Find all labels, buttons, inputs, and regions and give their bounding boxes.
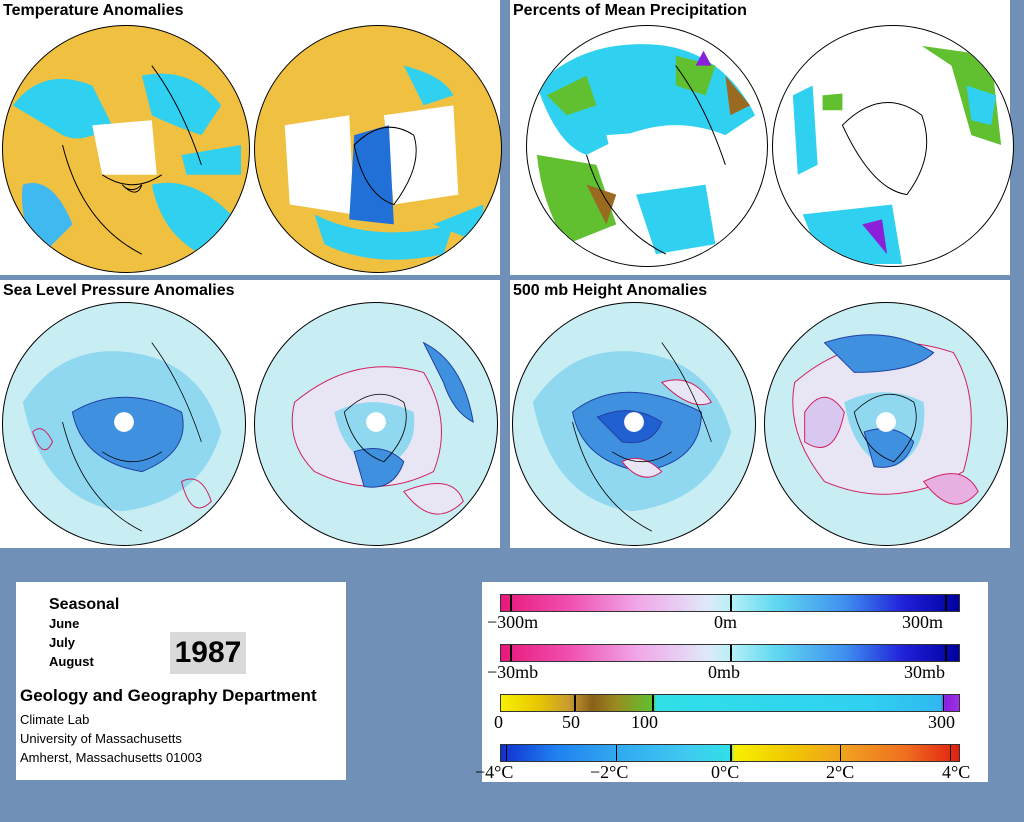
month-label: August <box>49 654 94 669</box>
address-line: Climate Lab <box>20 712 90 727</box>
info-box: Seasonal June July August 1987 Geology a… <box>16 582 346 780</box>
height-mid-label: 0m <box>714 612 738 632</box>
height500-southern-globe <box>764 302 1008 546</box>
height500-north-map <box>532 342 732 532</box>
temp-2-label: 2°C <box>826 762 855 782</box>
precipitation-southern-globe <box>772 25 1014 267</box>
height-min-label: −300m <box>487 612 539 632</box>
temperature-southern-globe <box>254 25 502 273</box>
precipitation-colorbar <box>500 694 960 712</box>
precipitation-panel: Percents of Mean Precipitation <box>510 0 1014 275</box>
height500-south-map <box>792 334 979 505</box>
precipitation-north-map <box>536 44 756 255</box>
temperature-northern-globe <box>2 25 250 273</box>
temp-4-label: 4°C <box>942 762 971 782</box>
precipitation-south-map <box>792 45 1002 265</box>
temp-minus2-label: −2°C <box>590 762 629 782</box>
height-max-label: 300m <box>902 612 944 632</box>
height500-northern-globe <box>512 302 756 546</box>
precip-0-label: 0 <box>494 712 503 732</box>
month-label: June <box>49 616 80 631</box>
precipitation-title: Percents of Mean Precipitation <box>510 0 750 22</box>
color-legend: −300m 0m 300m −30mb 0mb 30mb 0 50 100 30… <box>475 582 988 782</box>
pressure-max-label: 30mb <box>904 662 946 682</box>
address-line: University of Massachusetts <box>20 731 182 746</box>
temperature-south-map <box>284 65 484 260</box>
month-label: July <box>49 635 76 650</box>
height500-panel: 500 mb Height Anomalies <box>510 280 1010 548</box>
slp-southern-globe <box>254 302 498 546</box>
season-label: Seasonal <box>49 596 120 613</box>
height500-title: 500 mb Height Anomalies <box>510 280 711 302</box>
temperature-title: Temperature Anomalies <box>0 0 187 22</box>
slp-north-map <box>22 342 222 532</box>
slp-panel: Sea Level Pressure Anomalies <box>0 280 500 548</box>
pressure-min-label: −30mb <box>487 662 539 682</box>
precip-300-label: 300 <box>928 712 955 732</box>
year-label: 1987 <box>170 632 246 674</box>
slp-south-map <box>291 341 474 515</box>
pressure-mid-label: 0mb <box>708 662 741 682</box>
precip-50-label: 50 <box>562 712 580 732</box>
address-line: Amherst, Massachusetts 01003 <box>20 750 203 765</box>
temperature-panel: Temperature Anomalies <box>0 0 502 275</box>
temp-minus4-label: −4°C <box>475 762 514 782</box>
slp-northern-globe <box>2 302 246 546</box>
department-label: Geology and Geography Department <box>20 686 317 705</box>
height-colorbar <box>500 594 960 612</box>
slp-title: Sea Level Pressure Anomalies <box>0 280 238 302</box>
precip-100-label: 100 <box>631 712 658 732</box>
temp-0-label: 0°C <box>711 762 740 782</box>
temperature-north-map <box>12 65 242 255</box>
pressure-colorbar <box>500 644 960 662</box>
precipitation-northern-globe <box>526 25 768 267</box>
temperature-colorbar <box>500 744 960 762</box>
